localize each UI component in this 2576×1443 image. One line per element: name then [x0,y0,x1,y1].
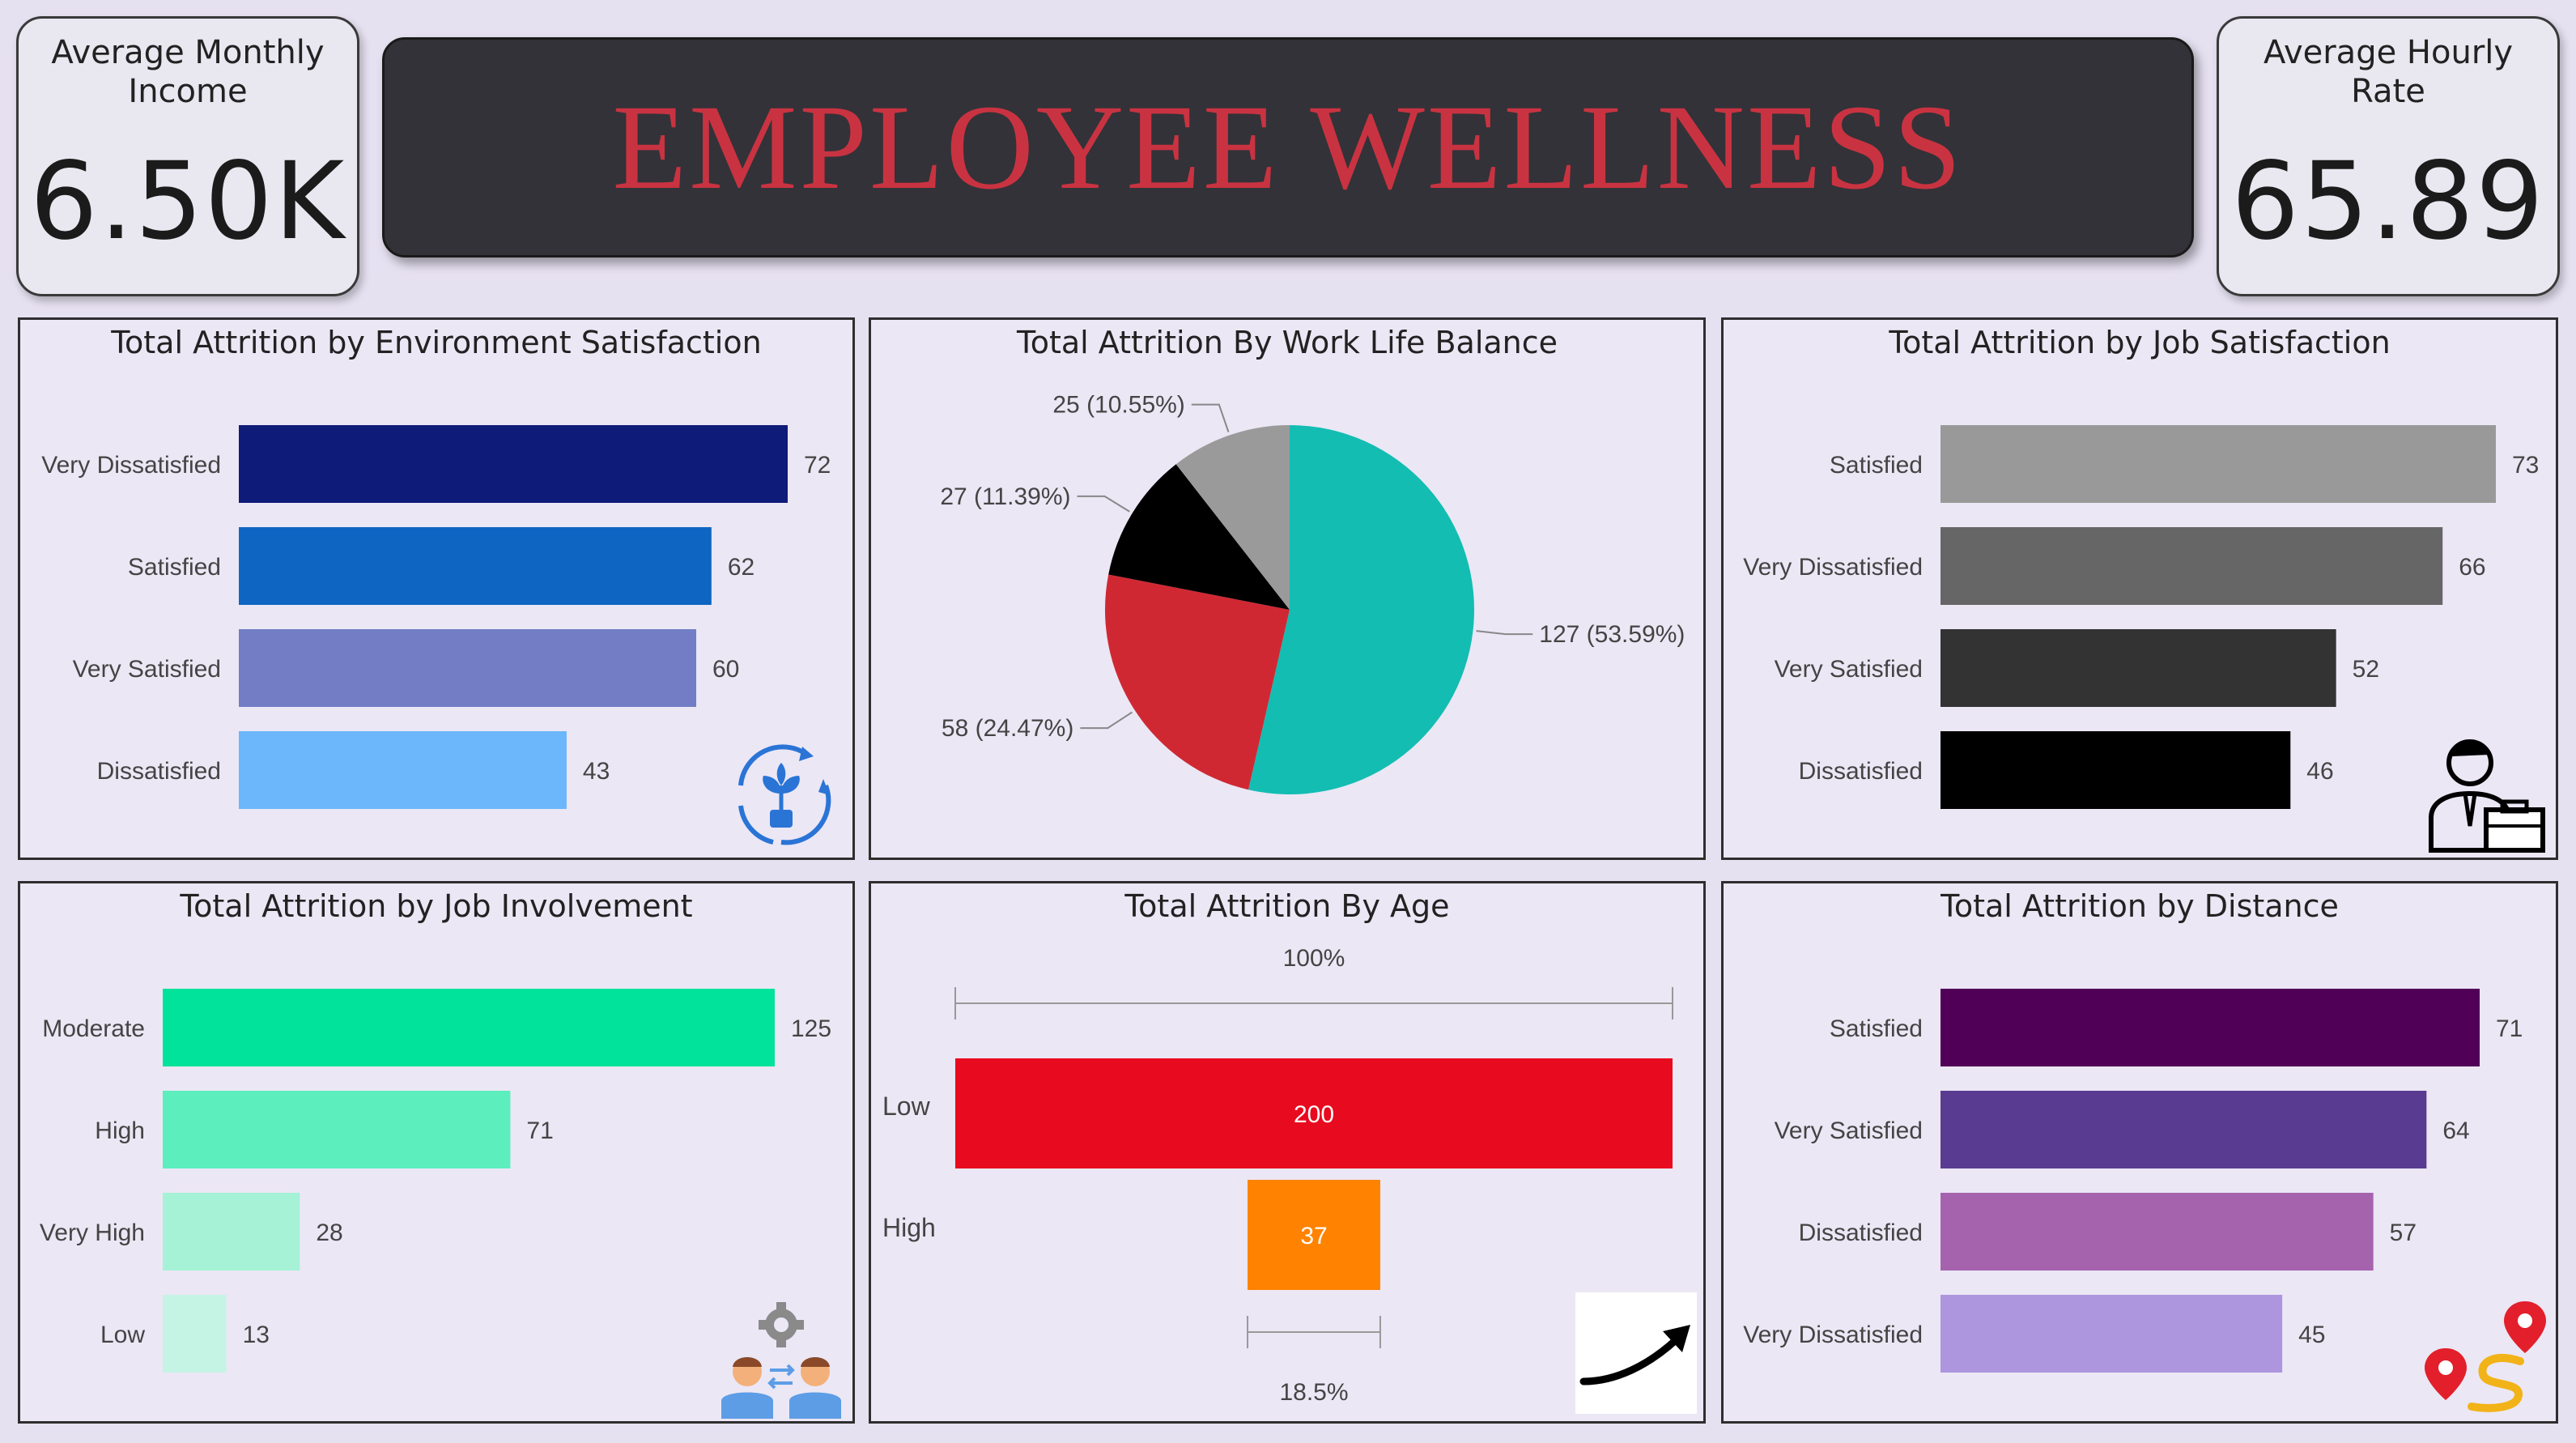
chart-title: Total Attrition By Age [1124,888,1450,924]
funnel-stage-low[interactable] [955,1058,1673,1168]
chart-title: Total Attrition by Job Involvement [180,888,693,924]
bar-dissatisfied[interactable] [1941,731,2291,809]
data-label: 46 [2306,758,2333,785]
bar-very-dissatisfied[interactable] [239,425,788,503]
category-label: Dissatisfied [97,758,221,785]
data-label: 62 [728,554,755,581]
bar-very-high[interactable] [163,1193,300,1271]
category-label: Satisfied [1830,452,1923,479]
data-label: 200 [1294,1101,1334,1128]
pie-slice[interactable] [1248,425,1474,794]
funnel-stage-high[interactable] [1248,1180,1380,1290]
bar-satisfied[interactable] [1941,425,2496,503]
data-label: 125 [791,1015,831,1042]
bar-very-dissatisfied[interactable] [1941,1295,2283,1373]
category-label: Very High [40,1220,145,1246]
data-label: 66 [2459,554,2485,581]
bar-moderate[interactable] [163,989,775,1066]
data-label: 60 [712,656,739,683]
category-label: Very Satisfied [1775,1117,1923,1144]
category-label: Very Satisfied [1775,656,1923,683]
bar-dissatisfied[interactable] [239,731,567,809]
bar-dissatisfied[interactable] [1941,1193,2374,1271]
kpi-label: Average Hourly Rate [2263,34,2514,110]
category-label: Moderate [42,1015,145,1042]
panel-work-life-balance: Total Attrition By Work Life Balance 127… [869,317,1706,860]
kpi-label: Average Monthly Income [51,34,325,110]
bar-very-dissatisfied[interactable] [1941,527,2443,605]
data-label: 73 [2512,452,2539,479]
category-label: Very Satisfied [73,656,221,683]
bar-chart-environment-satisfaction: Very Dissatisfied 72 Satisfied 62 Very Satis… [41,425,831,809]
slice-label: 25 (10.55%) [1052,392,1184,419]
data-label: 13 [243,1322,270,1348]
category-label: High [95,1117,145,1144]
category-label: Satisfied [1830,1015,1923,1042]
kpi-value: 65.89 [2231,139,2545,264]
data-label: 37 [1300,1223,1327,1249]
bar-very-satisfied[interactable] [239,629,696,707]
leader-line [1191,403,1230,432]
slice-label: 58 (24.47%) [942,715,1073,742]
data-label: 28 [316,1220,342,1246]
employee-briefcase-icon [2429,739,2545,853]
funnel-chart-age: 100% Low 200 High 37 18.5% [882,945,1673,1406]
category-label: Very Dissatisfied [41,452,221,479]
category-label: High [882,1213,936,1242]
route-pins-icon [2425,1301,2546,1412]
leader-line [1077,495,1130,513]
panel-job-involvement: Total Attrition by Job Involvement Moder… [18,881,855,1424]
bar-low[interactable] [163,1295,227,1373]
chart-title: Total Attrition by Distance [1941,888,2339,924]
data-label: 45 [2298,1322,2325,1348]
bar-high[interactable] [163,1091,511,1168]
category-label: Dissatisfied [1799,758,1923,785]
funnel-top-percent: 100% [1283,945,1345,972]
dashboard-title: EMPLOYEE WELLNESS [612,80,1964,215]
chart-title: Total Attrition By Work Life Balance [1016,325,1558,360]
chart-title: Total Attrition by Job Satisfaction [1889,325,2391,360]
funnel-bottom-percent: 18.5% [1279,1379,1348,1406]
plant-cycle-icon [738,744,831,845]
pie-slice[interactable] [1105,574,1290,790]
bar-chart-job-satisfaction: Satisfied 73 Very Dissatisfied 66 Very Satis… [1743,425,2539,809]
bar-very-satisfied[interactable] [1941,1091,2427,1168]
bar-very-satisfied[interactable] [1941,629,2336,707]
category-label: Very Dissatisfied [1743,1322,1923,1348]
trend-arrow-icon [1575,1292,1697,1414]
team-gear-icon [721,1302,841,1419]
kpi-card-average-monthly-income: Average Monthly Income 6.50K [16,16,359,296]
panel-age: Total Attrition By Age 100% Low 200 High 37 1… [869,881,1706,1424]
data-label: 71 [2496,1015,2523,1042]
data-label: 64 [2442,1117,2469,1144]
slice-label: 127 (53.59%) [1539,621,1685,648]
data-label: 52 [2353,656,2379,683]
slice-label: 27 (11.39%) [940,483,1070,510]
leader-line [1476,630,1533,636]
kpi-card-average-hourly-rate: Average Hourly Rate 65.89 [2217,16,2560,296]
data-label: 57 [2390,1220,2417,1246]
pie-slice[interactable] [1108,464,1290,610]
category-label: Dissatisfied [1799,1220,1923,1246]
panel-job-satisfaction: Total Attrition by Job Satisfaction Sati… [1721,317,2558,860]
pie-slice[interactable] [1175,425,1290,610]
category-label: Low [882,1092,931,1121]
bar-chart-job-involvement: Moderate 125 High 71 Very High 28 Low 13 [40,989,831,1373]
bar-satisfied[interactable] [1941,989,2480,1066]
leader-line [1080,711,1133,730]
dashboard-banner: EMPLOYEE WELLNESS [382,37,2194,258]
category-label: Low [100,1322,145,1348]
panel-distance: Total Attrition by Distance Satisfied 71 V… [1721,881,2558,1424]
data-label: 43 [583,758,610,785]
category-label: Satisfied [128,554,221,581]
category-label: Very Dissatisfied [1743,554,1923,581]
data-label: 72 [804,452,831,479]
pie-chart-work-life-balance: 127 (53.59%) 58 (24.47%) 27 (11.39%) 25 (10… [940,392,1685,794]
panel-environment-satisfaction: Total Attrition by Environment Satisfact… [18,317,855,860]
kpi-value: 6.50K [29,139,346,264]
data-label: 71 [526,1117,553,1144]
bar-satisfied[interactable] [239,527,712,605]
chart-title: Total Attrition by Environment Satisfact… [111,325,762,360]
bar-chart-distance: Satisfied 71 Very Satisfied 64 Dissatisfied 5… [1743,989,2523,1373]
